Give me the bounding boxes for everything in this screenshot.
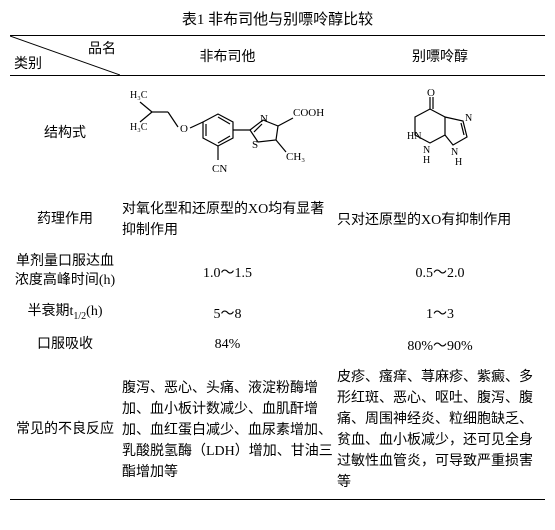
thalf-allopurinol: 1～3 xyxy=(335,297,545,329)
pharm-allopurinol: 只对还原型的XO有抑制作用 xyxy=(335,193,545,247)
thalf-sub: 1/2 xyxy=(73,311,86,322)
tmax-allopurinol: 0.5～2.0 xyxy=(335,247,545,297)
table-title: 表1 非布司他与别嘌呤醇比较 xyxy=(10,8,545,29)
header-col-allopurinol: 别嘌呤醇 xyxy=(335,36,545,76)
svg-text:CN: CN xyxy=(212,163,227,175)
row-label-pharm: 药理作用 xyxy=(10,193,120,247)
svg-text:S: S xyxy=(252,139,258,151)
absorb-allopurinol: 80%～90% xyxy=(335,329,545,361)
comparison-table: 类别 品名 非布司他 别嘌呤醇 结构式 O xyxy=(10,35,545,500)
structure-allopurinol: O HN N N H N H xyxy=(335,76,545,194)
adverse-allopurinol: 皮疹、瘙痒、荨麻疹、紫癜、多形红斑、恶心、呕吐、腹泻、腹痛、周围神经炎、粒细胞缺… xyxy=(335,361,545,500)
header-col-febuxostat: 非布司他 xyxy=(120,36,335,76)
thalf-pre: 半衰期t xyxy=(28,304,74,319)
svg-text:HN: HN xyxy=(407,131,421,142)
svg-text:O: O xyxy=(427,87,435,99)
header-col-label: 品名 xyxy=(88,38,116,58)
thalf-febuxostat: 5～8 xyxy=(120,297,335,329)
row-label-absorb: 口服吸收 xyxy=(10,329,120,361)
absorb-febuxostat: 84% xyxy=(120,329,335,361)
svg-text:COOH: COOH xyxy=(293,107,324,119)
row-label-tmax: 单剂量口服达血浓度高峰时间(h) xyxy=(10,247,120,297)
svg-text:H: H xyxy=(423,155,430,166)
row-label-thalf: 半衰期t1/2(h) xyxy=(10,297,120,329)
svg-text:H: H xyxy=(455,157,462,168)
svg-text:N: N xyxy=(465,113,472,124)
svg-text:CH₃: CH₃ xyxy=(286,151,305,163)
thalf-post: (h) xyxy=(86,304,102,319)
tmax-febuxostat: 1.0～1.5 xyxy=(120,247,335,297)
adverse-febuxostat: 腹泻、恶心、头痛、液淀粉酶增加、血小板计数减少、血肌酐增加、血红蛋白减少、血尿素… xyxy=(120,361,335,500)
header-diagonal-cell: 类别 品名 xyxy=(10,36,120,76)
svg-text:H₃C: H₃C xyxy=(130,90,148,101)
row-label-adverse: 常见的不良反应 xyxy=(10,361,120,500)
febuxostat-structure-icon: O CN S N xyxy=(128,82,328,182)
svg-text:N: N xyxy=(260,113,268,125)
row-label-structure: 结构式 xyxy=(10,76,120,194)
allopurinol-structure-icon: O HN N N H N H xyxy=(375,87,505,177)
svg-text:O: O xyxy=(180,123,188,135)
svg-text:H₃C: H₃C xyxy=(130,122,148,133)
header-row-label: 类别 xyxy=(14,53,42,73)
structure-febuxostat: O CN S N xyxy=(120,76,335,194)
pharm-febuxostat: 对氧化型和还原型的XO均有显著抑制作用 xyxy=(120,193,335,247)
